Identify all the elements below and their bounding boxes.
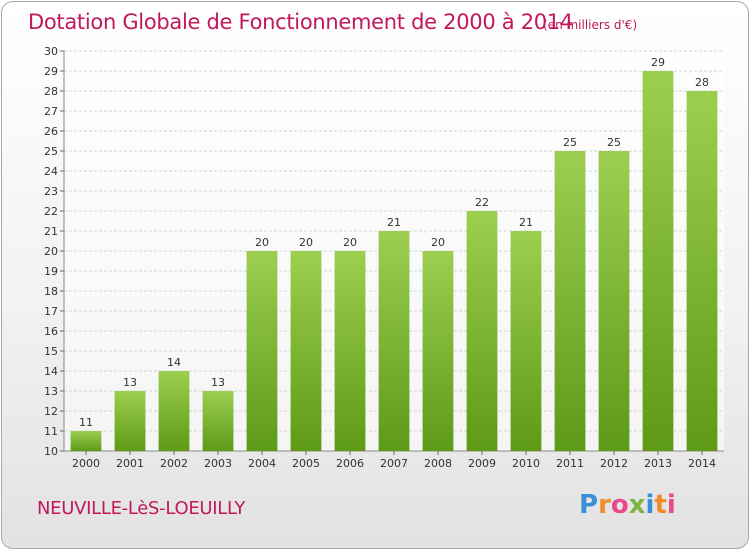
bar xyxy=(642,71,674,451)
bar-value-label: 22 xyxy=(475,196,489,209)
bar xyxy=(290,251,322,451)
bar xyxy=(114,391,146,451)
y-tick-label: 14 xyxy=(44,365,58,378)
bar-value-label: 25 xyxy=(607,136,621,149)
logo-letter: r xyxy=(598,490,611,520)
bar-value-label: 13 xyxy=(211,376,225,389)
chart-unit: (en milliers d'€) xyxy=(543,18,638,32)
x-tick-label: 2014 xyxy=(688,457,716,470)
bar-value-label: 21 xyxy=(519,216,533,229)
bar-value-label: 11 xyxy=(79,416,93,429)
bar-value-label: 28 xyxy=(695,76,709,89)
bar-value-label: 20 xyxy=(255,236,269,249)
y-tick-label: 24 xyxy=(44,165,58,178)
x-tick-label: 2000 xyxy=(72,457,100,470)
bar-value-label: 20 xyxy=(431,236,445,249)
y-tick-label: 17 xyxy=(44,305,58,318)
bar xyxy=(158,371,190,451)
y-tick-label: 13 xyxy=(44,385,58,398)
bar-value-label: 21 xyxy=(387,216,401,229)
x-tick-label: 2011 xyxy=(556,457,584,470)
x-tick-label: 2013 xyxy=(644,457,672,470)
x-tick-label: 2006 xyxy=(336,457,364,470)
y-tick-label: 25 xyxy=(44,145,58,158)
y-tick-label: 29 xyxy=(44,65,58,78)
y-tick-label: 26 xyxy=(44,125,58,138)
x-tick-label: 2008 xyxy=(424,457,452,470)
y-tick-label: 23 xyxy=(44,185,58,198)
logo-letter: x xyxy=(628,490,646,520)
x-tick-label: 2012 xyxy=(600,457,628,470)
y-tick-label: 22 xyxy=(44,205,58,218)
proxiti-logo: Proxiti xyxy=(579,490,676,520)
x-tick-label: 2004 xyxy=(248,457,276,470)
y-tick-label: 12 xyxy=(44,405,58,418)
x-tick-label: 2009 xyxy=(468,457,496,470)
bar xyxy=(378,231,410,451)
y-tick-label: 19 xyxy=(44,265,58,278)
y-tick-label: 30 xyxy=(44,45,58,58)
bar-value-label: 20 xyxy=(299,236,313,249)
x-tick-label: 2010 xyxy=(512,457,540,470)
x-tick-label: 2003 xyxy=(204,457,232,470)
y-tick-label: 28 xyxy=(44,85,58,98)
y-tick-label: 18 xyxy=(44,285,58,298)
logo-letter: o xyxy=(610,490,629,520)
x-tick-label: 2001 xyxy=(116,457,144,470)
bar xyxy=(598,151,630,451)
logo-letter: i xyxy=(645,490,655,520)
bar-value-label: 29 xyxy=(651,56,665,69)
x-tick-label: 2007 xyxy=(380,457,408,470)
bar xyxy=(466,211,498,451)
y-tick-label: 20 xyxy=(44,245,58,258)
bar-value-label: 20 xyxy=(343,236,357,249)
bar xyxy=(422,251,454,451)
chart-title: Dotation Globale de Fonctionnement de 20… xyxy=(28,10,573,34)
bar-value-label: 13 xyxy=(123,376,137,389)
logo-letter: i xyxy=(666,490,676,520)
y-tick-label: 10 xyxy=(44,445,58,458)
logo-letter: t xyxy=(654,490,667,520)
bar xyxy=(246,251,278,451)
x-tick-label: 2005 xyxy=(292,457,320,470)
logo-letter: P xyxy=(579,490,599,520)
y-tick-label: 27 xyxy=(44,105,58,118)
y-tick-label: 16 xyxy=(44,325,58,338)
y-tick-label: 15 xyxy=(44,345,58,358)
y-tick-label: 21 xyxy=(44,225,58,238)
x-tick-label: 2002 xyxy=(160,457,188,470)
bar xyxy=(510,231,542,451)
bar xyxy=(334,251,366,451)
bar xyxy=(70,431,102,451)
y-tick-label: 11 xyxy=(44,425,58,438)
bar xyxy=(202,391,234,451)
bar xyxy=(686,91,718,451)
commune-name: NEUVILLE-LèS-LOEUILLY xyxy=(37,498,246,519)
bar-value-label: 25 xyxy=(563,136,577,149)
bar-value-label: 14 xyxy=(167,356,181,369)
bar xyxy=(554,151,586,451)
